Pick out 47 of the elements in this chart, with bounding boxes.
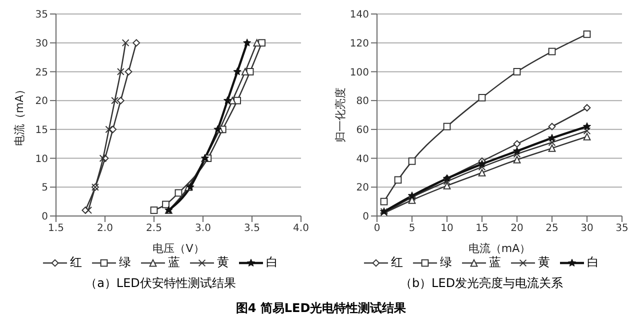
y-tick-label: 15 (34, 124, 48, 136)
y-axis-title: 电流（mA） (12, 84, 26, 146)
x-tick-label: 5 (408, 223, 415, 234)
x-tick-label: 4.0 (292, 223, 308, 234)
y-tick-label: 5 (41, 182, 48, 194)
legend-label: 蓝 (168, 254, 180, 271)
y-axis-title: 归一化亮度 (333, 88, 346, 142)
x-axis-title: 电流（mA） (468, 242, 530, 255)
y-tick-label: 10 (34, 154, 48, 165)
y-tick-label: 25 (34, 67, 48, 78)
x-tick-label: 1.5 (48, 223, 64, 234)
y-tick-label: 20 (34, 96, 48, 108)
x-tick-label: 3.0 (194, 223, 210, 234)
y-tick-label: 80 (356, 96, 368, 108)
y-tick-label: 100 (349, 67, 368, 78)
legend-label: 红 (391, 254, 403, 271)
legend-label: 蓝 (489, 254, 501, 271)
x-tick-label: 20 (510, 223, 523, 234)
y-tick-label: 20 (356, 182, 368, 194)
y-tick-label: 35 (34, 10, 48, 21)
legend-label: 白 (266, 254, 278, 271)
y-tick-label: 60 (356, 124, 368, 136)
y-tick-label: 30 (34, 38, 48, 50)
y-tick-label: 0 (362, 212, 368, 223)
legend-label: 红 (70, 254, 82, 271)
x-tick-label: 2.5 (146, 223, 162, 234)
x-tick-label: 30 (580, 223, 593, 234)
legend-label: 绿 (119, 254, 131, 271)
x-tick-label: 10 (440, 223, 453, 234)
y-tick-label: 140 (349, 10, 368, 21)
caption: 图4 简易LED光电特性测试结果 (234, 300, 408, 317)
x-tick-label: 15 (475, 223, 488, 234)
legend-label: 白 (587, 254, 599, 271)
x-tick-label: 2.0 (96, 223, 112, 234)
legend-label: 黄 (217, 254, 229, 271)
legend-label: 黄 (538, 254, 550, 271)
x-tick-label: 0 (373, 223, 380, 234)
x-tick-label: 3.5 (244, 223, 260, 234)
y-tick-label: 120 (349, 38, 368, 50)
text: （a）LED伏安特性测试结果 (84, 275, 237, 292)
legend-label: 绿 (440, 254, 452, 271)
y-tick-label: 0 (41, 212, 48, 223)
x-tick-label: 25 (545, 223, 558, 234)
y-tick-label: 40 (356, 154, 368, 165)
x-tick-label: 35 (615, 223, 628, 234)
text: （b）LED发光亮度与电流关系 (398, 275, 564, 292)
x-axis-title: 电压（V） (152, 242, 204, 255)
